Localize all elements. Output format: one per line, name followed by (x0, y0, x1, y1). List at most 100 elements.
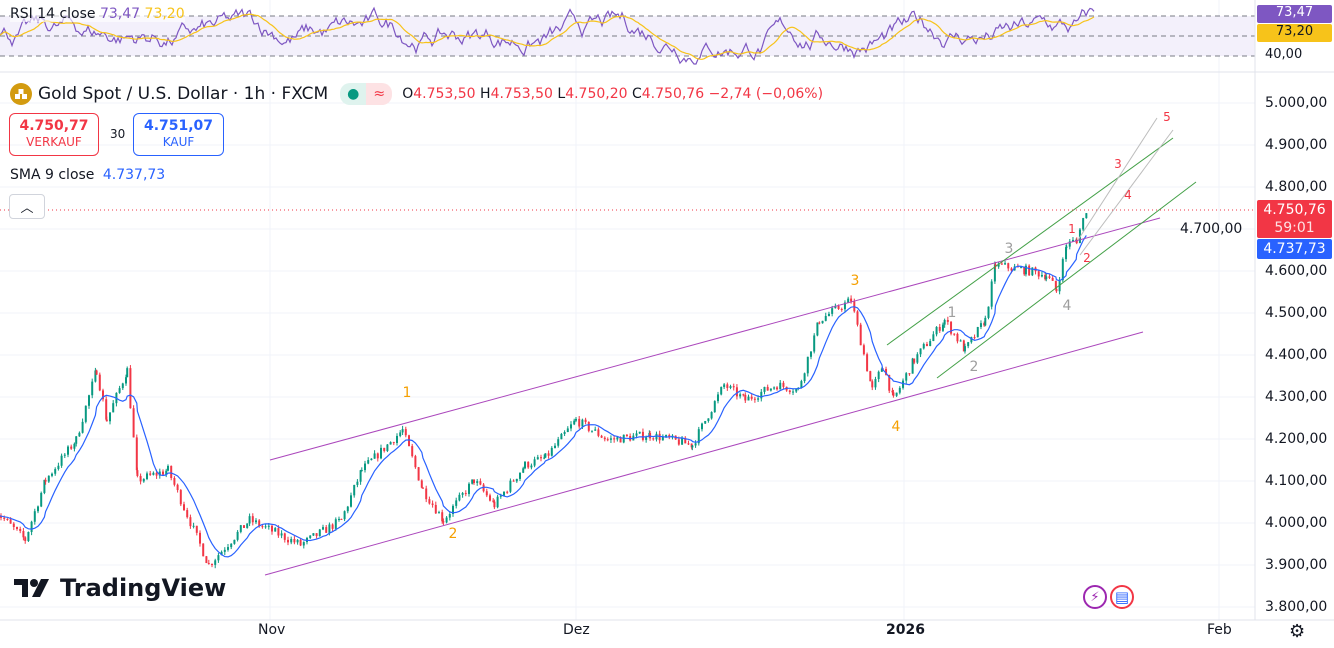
lightning-icon[interactable]: ⚡ (1083, 585, 1107, 609)
candle-body (753, 398, 756, 400)
candle-body (132, 408, 135, 438)
candle-body (779, 382, 782, 390)
candle-body (874, 379, 877, 388)
rsi-legend[interactable]: RSI 14 close 73,47 73,20 (10, 6, 185, 22)
candle-body (428, 499, 431, 504)
candle-body (84, 405, 87, 422)
candle-body (468, 483, 470, 494)
rsi-value-tag: 73,47 (1257, 5, 1332, 23)
candle-body (233, 539, 236, 544)
time-label-feb: Feb (1207, 622, 1232, 638)
tradingview-logo[interactable]: TradingView (14, 574, 226, 602)
symbol-legend[interactable]: Gold Spot / U.S. Dollar · 1h · FXCM ● ≈ … (10, 83, 823, 105)
candle-body (75, 436, 78, 444)
candle-body (877, 371, 880, 380)
candle-body (847, 298, 850, 303)
price-axis-label: 3.900,00 (1265, 557, 1328, 573)
collapse-legend-button[interactable]: ︿ (9, 194, 45, 219)
candle-body (230, 543, 233, 548)
sell-button[interactable]: 4.750,77 VERKAUF (9, 113, 99, 156)
candle-body (769, 388, 772, 391)
wave-label-orange: 2 (449, 526, 458, 542)
wave-label-red: 3 (1114, 157, 1122, 171)
candle-body (729, 386, 732, 388)
candle-body (503, 491, 505, 496)
candle-body (217, 555, 220, 561)
candle-body (837, 305, 840, 310)
candle-body (573, 420, 576, 425)
wave-label-orange: 1 (403, 385, 412, 401)
candle-body (723, 384, 726, 388)
candle-body (16, 526, 18, 529)
candle-body (482, 484, 485, 492)
candle-body (331, 524, 334, 529)
candle-body (411, 446, 414, 457)
candle-body (485, 491, 488, 496)
market-open-dot-icon: ● (340, 83, 367, 105)
candle-body (441, 512, 444, 522)
candle-body (760, 391, 763, 399)
sma-legend[interactable]: SMA 9 close 4.737,73 (10, 167, 165, 183)
candle-body (165, 470, 168, 475)
spread: 30 (110, 127, 126, 141)
candle-body (509, 480, 512, 492)
candle-body (51, 473, 53, 476)
candle-body (543, 457, 546, 459)
candle-body (386, 444, 389, 451)
candle-body (800, 381, 803, 389)
candle-body (125, 377, 127, 384)
wave-label-orange: 4 (892, 419, 901, 435)
candle-body (126, 368, 129, 378)
candle-body (192, 525, 195, 527)
candle-body (922, 344, 925, 349)
candle-body (261, 526, 264, 528)
settings-gear-icon[interactable]: ⚙ (1289, 621, 1306, 642)
candle-body (54, 469, 57, 474)
candle-body (690, 443, 693, 448)
open-value: 4.753,50 (413, 86, 476, 102)
status-badge[interactable]: ● ≈ (340, 83, 393, 105)
buy-button[interactable]: 4.751,07 KAUF (133, 113, 224, 156)
trend-line (936, 181, 1197, 379)
candle-body (892, 392, 895, 396)
price-axis-label: 4.000,00 (1265, 515, 1328, 531)
close-value: 4.750,76 (641, 86, 705, 102)
candle-body (199, 532, 201, 544)
drawings[interactable]: 1 2 3 4 1 2 3 4 1 2 3 4 5 (264, 110, 1197, 576)
candle-body (661, 436, 664, 441)
candle-body (570, 424, 572, 429)
candle-body (932, 334, 935, 342)
candle-body (135, 437, 138, 471)
candle-body (67, 446, 69, 455)
candle-body (350, 495, 352, 507)
wave-label-gray: 1 (948, 305, 957, 321)
candle-body (293, 539, 296, 543)
symbol-title[interactable]: Gold Spot / U.S. Dollar · 1h · FXCM (38, 84, 329, 104)
candle-body (929, 341, 932, 346)
candle-body (913, 358, 916, 363)
candle-body (635, 433, 638, 436)
rsi-axis-label: 40,00 (1265, 47, 1303, 62)
candle-body (399, 432, 402, 436)
candle-body (312, 533, 315, 536)
us-flag-icon[interactable]: ▤ (1110, 585, 1134, 609)
candle-body (554, 445, 556, 448)
sell-price: 4.750,77 (19, 118, 89, 134)
candle-body (499, 495, 502, 497)
candle-body (1054, 280, 1057, 289)
candle-body (1028, 265, 1031, 276)
candle-body (840, 309, 843, 311)
candle-body (6, 518, 9, 520)
candle-body (1016, 266, 1019, 268)
candle-body (1004, 263, 1007, 265)
candle-body (277, 528, 280, 536)
candle-body (299, 539, 302, 546)
candle-body (360, 470, 363, 472)
candle-body (575, 418, 577, 421)
candle-body (1065, 246, 1068, 248)
candle-body (591, 430, 593, 432)
candle-body (464, 493, 467, 495)
sma-price-tag: 4.737,73 (1257, 239, 1332, 259)
candle-body (638, 431, 641, 434)
